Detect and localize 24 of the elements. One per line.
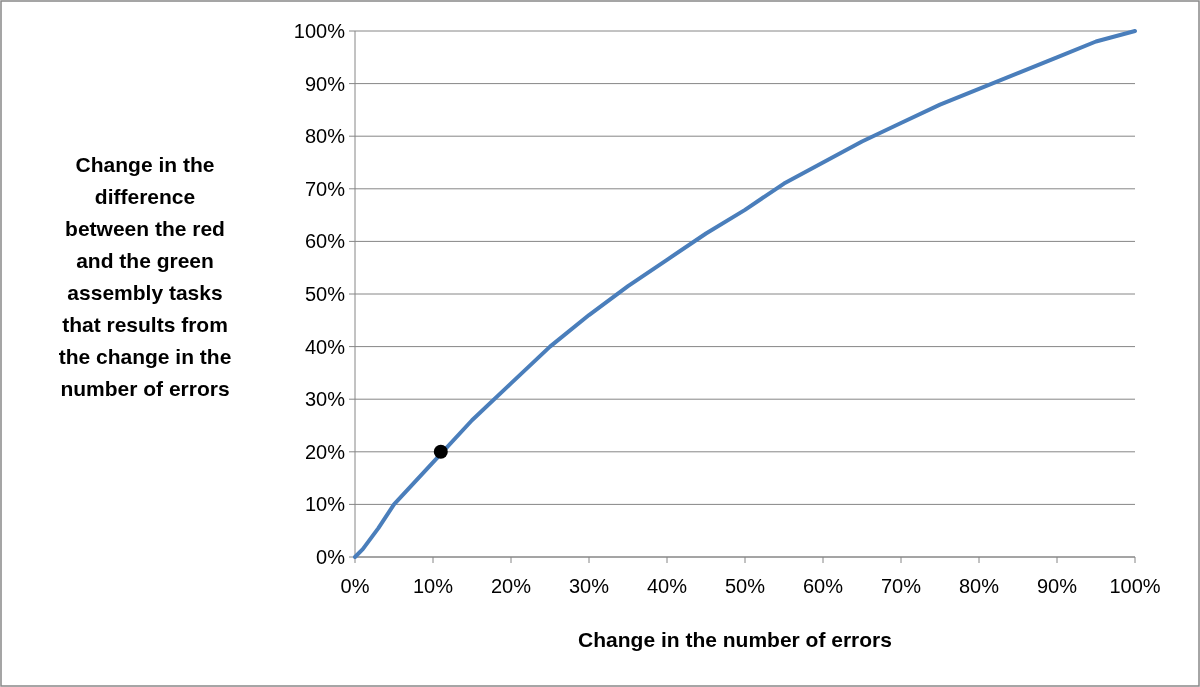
y-axis-title: Change in the difference between the red and the green assembly tasks that results from the change in the number of errors	[58, 153, 232, 400]
x-tick-label: 10%	[412, 575, 454, 597]
x-tick-label: 60%	[802, 575, 844, 597]
y-tick-label: 60%	[304, 230, 346, 253]
y-tick-label: 0%	[316, 546, 346, 568]
y-tick-label: 70%	[304, 177, 346, 200]
y-tick-label: 30%	[304, 388, 346, 411]
x-tick-label: 70%	[880, 575, 922, 597]
y-tick-label: 40%	[304, 335, 346, 358]
x-tick-label: 100%	[1109, 575, 1161, 597]
y-tick-label: 80%	[304, 125, 346, 148]
y-tick-label: 20%	[304, 440, 346, 463]
y-tick-label: 90%	[304, 72, 346, 95]
x-tick-label: 80%	[958, 575, 1000, 597]
y-tick-label: 100%	[293, 20, 346, 42]
x-tick-label: 0%	[340, 575, 370, 597]
x-tick-label: 50%	[724, 575, 766, 597]
x-tick-label: 90%	[1036, 575, 1078, 597]
y-tick-label: 50%	[304, 283, 346, 305]
x-axis-title: Change in the number of errors	[578, 628, 892, 651]
x-tick-label: 30%	[568, 575, 610, 597]
x-tick-label: 40%	[646, 575, 688, 597]
x-tick-label: 20%	[490, 575, 532, 597]
y-tick-label: 10%	[304, 493, 346, 516]
